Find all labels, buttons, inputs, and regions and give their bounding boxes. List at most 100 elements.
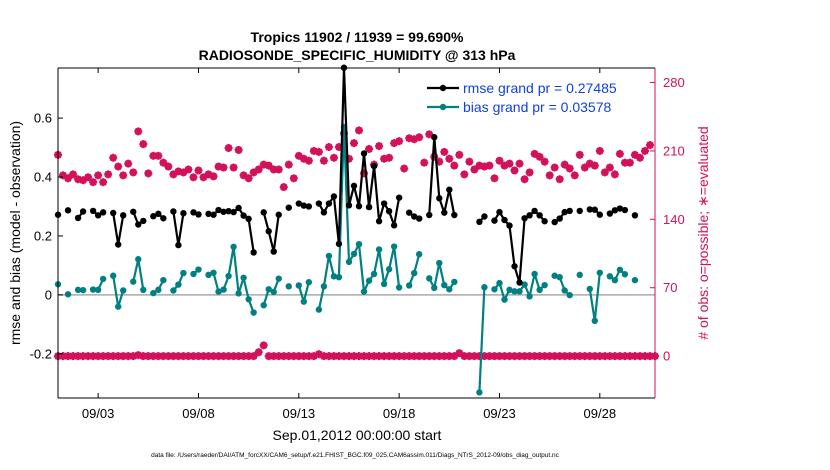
legend-rmse-label: rmse grand pr = 0.27485 (463, 80, 617, 96)
obs-upper-evaluated-marker (114, 162, 123, 171)
obs-upper-evaluated-marker (525, 168, 534, 177)
x-tick-label: 09/23 (483, 406, 516, 421)
bias-point (94, 286, 102, 294)
bias-point (300, 298, 308, 305)
rmse-point (360, 150, 368, 157)
obs-upper-evaluated-marker (625, 158, 634, 167)
y-tick-label-right: 280 (663, 75, 685, 90)
rmse-point (621, 206, 629, 214)
rmse-point (501, 216, 508, 224)
obs-upper-evaluated-marker (635, 153, 644, 162)
bias-point (380, 280, 388, 288)
obs-upper-evaluated-marker (550, 163, 559, 172)
chart-title-line1: Tropics 11902 / 11939 = 99.690% (251, 29, 464, 45)
rmse-point (436, 195, 443, 202)
rmse-point (300, 202, 308, 209)
footnote: data file: /Users/raeder/DAI/ATM_forcXX/… (151, 452, 560, 459)
obs-upper-evaluated-marker (395, 137, 404, 146)
rmse-point (365, 203, 373, 211)
bias-point (476, 389, 483, 396)
obs-upper-evaluated-marker (279, 183, 288, 192)
rmse-point (250, 249, 257, 256)
rmse-point (210, 211, 217, 218)
bias-point (576, 271, 583, 279)
obs-upper-evaluated-marker (640, 146, 649, 155)
rmse-point (140, 217, 147, 225)
legend: rmse grand pr = 0.27485 bias grand pr = … (427, 80, 617, 115)
rmse-point (556, 215, 563, 222)
bias-point (150, 289, 157, 297)
obs-upper-evaluated-marker (254, 165, 263, 174)
obs-upper-evaluated-marker (465, 157, 474, 166)
obs-upper-evaluated-marker (189, 173, 198, 182)
obs-upper-evaluated-marker (375, 142, 384, 151)
x-tick-label: 09/08 (182, 406, 215, 421)
obs-lower-evaluated-marker (254, 348, 263, 357)
bias-point (451, 278, 458, 286)
obs-upper-evaluated-marker (94, 171, 103, 180)
bias-point (541, 281, 548, 289)
rmse-point (370, 162, 378, 170)
obs-upper-evaluated-marker (415, 133, 424, 142)
obs-upper-evaluated-marker (124, 159, 133, 168)
bias-point (531, 270, 538, 278)
bias-point (566, 291, 573, 299)
bias-point (99, 275, 107, 283)
rmse-point (531, 207, 538, 215)
obs-upper-evaluated-marker (334, 143, 343, 152)
rmse-point (591, 206, 598, 213)
obs-upper-evaluated-marker (284, 160, 293, 169)
legend-rmse-marker (439, 84, 447, 92)
obs-upper-evaluated-marker (314, 147, 323, 156)
obs-upper-evaluated-marker (304, 156, 313, 165)
obs-upper-evaluated-marker (510, 166, 519, 175)
obs-upper-evaluated-marker (274, 165, 283, 174)
bias-point (230, 243, 237, 251)
bias-point (350, 250, 358, 258)
y-tick-label-left: 0.2 (34, 228, 52, 243)
x-tick-label: 09/18 (383, 406, 416, 421)
rmse-point (170, 208, 177, 215)
rmse-point (551, 218, 558, 226)
rmse-point (99, 209, 107, 216)
bias-point (210, 269, 217, 276)
bias-point (501, 296, 508, 303)
obs-upper-evaluated-marker (84, 173, 93, 182)
obs-upper-evaluated-marker (164, 162, 173, 171)
bias-point (235, 290, 242, 297)
obs-upper-evaluated-marker (365, 144, 374, 153)
bias-point (335, 273, 343, 281)
rmse-point (606, 210, 614, 217)
bias-point (436, 259, 443, 267)
obs-upper-evaluated-marker (324, 143, 333, 152)
rmse-point (160, 215, 167, 222)
obs-upper-evaluated-marker (159, 158, 168, 167)
rmse-point (295, 200, 303, 207)
obs-upper-evaluated-marker (505, 159, 514, 168)
bias-point (446, 286, 453, 293)
obs-upper-evaluated-marker (129, 168, 138, 177)
bias-point (285, 283, 292, 290)
rmse-point (395, 194, 403, 201)
rmse-point (245, 215, 252, 223)
rmse-point (426, 211, 433, 219)
obs-upper-evaluated-marker (199, 173, 208, 182)
obs-upper-evaluated-marker (229, 163, 238, 172)
rmse-point (481, 213, 488, 220)
bias-point (215, 288, 222, 295)
bias-point (160, 276, 167, 284)
rmse-point (235, 204, 242, 212)
obs-upper-evaluated-marker (450, 161, 459, 170)
bias-point (79, 286, 87, 294)
rmse-point (576, 207, 583, 215)
rmse-point (270, 248, 277, 255)
rmse-point (135, 221, 142, 228)
rmse-point (631, 212, 639, 219)
obs-upper-evaluated-marker (119, 171, 128, 180)
obs-upper-evaluated-marker (109, 153, 118, 162)
obs-upper-evaluated-marker (565, 164, 574, 173)
bias-point (556, 273, 563, 281)
rmse-point (335, 240, 343, 248)
y-tick-label-right: 0 (663, 349, 670, 364)
